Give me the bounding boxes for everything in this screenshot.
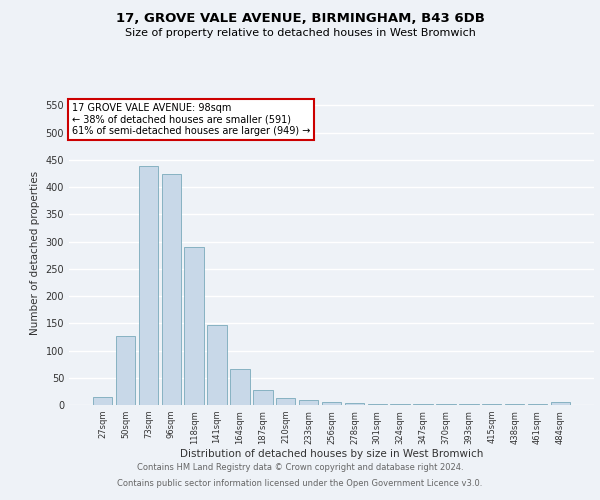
Bar xyxy=(253,390,272,405)
Bar xyxy=(139,166,158,405)
Bar xyxy=(230,368,250,405)
Y-axis label: Number of detached properties: Number of detached properties xyxy=(30,170,40,334)
Text: Contains HM Land Registry data © Crown copyright and database right 2024.: Contains HM Land Registry data © Crown c… xyxy=(137,464,463,472)
Bar xyxy=(528,404,547,405)
Bar xyxy=(276,398,295,405)
Bar xyxy=(299,400,319,405)
Bar xyxy=(482,404,502,405)
Bar xyxy=(368,404,387,405)
Bar xyxy=(436,404,455,405)
Bar xyxy=(322,402,341,405)
Bar xyxy=(184,246,204,405)
Text: Size of property relative to detached houses in West Bromwich: Size of property relative to detached ho… xyxy=(125,28,475,38)
Text: 17 GROVE VALE AVENUE: 98sqm
← 38% of detached houses are smaller (591)
61% of se: 17 GROVE VALE AVENUE: 98sqm ← 38% of det… xyxy=(71,103,310,136)
Bar xyxy=(344,404,364,405)
Bar xyxy=(505,404,524,405)
Bar xyxy=(413,404,433,405)
Bar xyxy=(391,404,410,405)
Text: Contains public sector information licensed under the Open Government Licence v3: Contains public sector information licen… xyxy=(118,478,482,488)
Text: 17, GROVE VALE AVENUE, BIRMINGHAM, B43 6DB: 17, GROVE VALE AVENUE, BIRMINGHAM, B43 6… xyxy=(116,12,484,26)
Bar xyxy=(116,336,135,405)
Bar xyxy=(93,397,112,405)
Bar xyxy=(459,404,479,405)
Bar xyxy=(161,174,181,405)
X-axis label: Distribution of detached houses by size in West Bromwich: Distribution of detached houses by size … xyxy=(180,450,483,460)
Bar xyxy=(551,402,570,405)
Bar xyxy=(208,325,227,405)
